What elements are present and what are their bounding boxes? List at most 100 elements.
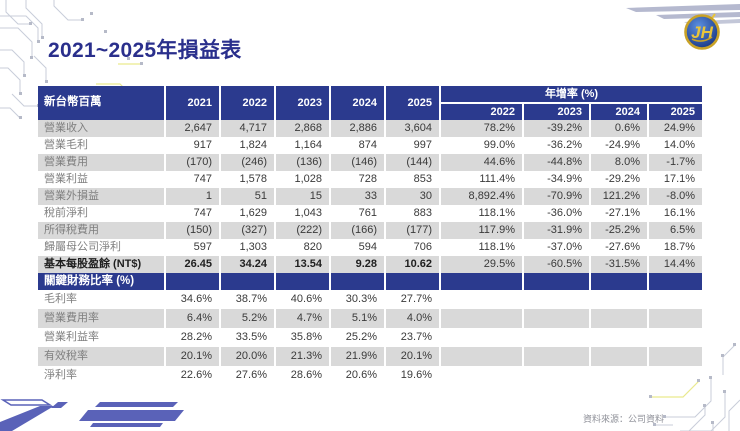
value-cell: (150)	[165, 222, 221, 239]
value-cell: 1,303	[220, 239, 276, 256]
yoy-cell: 14.0%	[648, 137, 703, 154]
row-label: 營業費用率	[38, 309, 166, 328]
table-row: 所得稅費用 (150) (327) (222) (166) (177) 117.9% -31.…	[38, 222, 703, 239]
value-cell: 20.0%	[220, 347, 276, 366]
value-cell: 34.24	[220, 256, 276, 273]
yoy-cell: 17.1%	[648, 171, 703, 188]
section-header-cell	[523, 273, 591, 290]
yoy-cell: 14.4%	[648, 256, 703, 273]
empty-cell	[590, 309, 649, 328]
row-label: 毛利率	[38, 290, 166, 309]
logo-text: JH	[691, 23, 713, 42]
value-cell: 20.1%	[385, 347, 441, 366]
section-header-cell	[220, 273, 276, 290]
value-cell: 874	[330, 137, 386, 154]
yoy-cell: 117.9%	[440, 222, 524, 239]
value-cell: 820	[275, 239, 331, 256]
table-row: 稅前淨利 747 1,629 1,043 761 883 118.1% -36.0% -27.1…	[38, 205, 703, 222]
value-cell: 997	[385, 137, 441, 154]
yoy-cell: 18.7%	[648, 239, 703, 256]
value-cell: (170)	[165, 154, 221, 171]
yoy-cell: 44.6%	[440, 154, 524, 171]
value-cell: 20.1%	[165, 347, 221, 366]
table-row: 營業費用率 6.4% 5.2% 4.7% 5.1% 4.0%	[38, 309, 703, 328]
yoy-cell: 78.2%	[440, 120, 524, 137]
yoy-cell: -37.0%	[523, 239, 591, 256]
yoy-year-header-2022: 2022	[440, 103, 524, 120]
yoy-year-header-2023: 2023	[523, 103, 591, 120]
value-cell: 28.2%	[165, 328, 221, 347]
value-cell: 10.62	[385, 256, 441, 273]
value-cell: (144)	[385, 154, 441, 171]
empty-cell	[440, 309, 524, 328]
swoosh-decoration-bottom-left	[0, 399, 184, 431]
row-label: 所得稅費用	[38, 222, 166, 239]
source-note: 資料來源：公司資料	[583, 414, 665, 424]
yoy-cell: -70.9%	[523, 188, 591, 205]
value-cell: 51	[220, 188, 276, 205]
empty-cell	[523, 309, 591, 328]
yoy-cell: 99.0%	[440, 137, 524, 154]
value-cell: 13.54	[275, 256, 331, 273]
empty-cell	[648, 366, 703, 385]
value-cell: 2,886	[330, 120, 386, 137]
table-row: 有效稅率 20.1% 20.0% 21.3% 21.9% 20.1%	[38, 347, 703, 366]
value-cell: 25.2%	[330, 328, 386, 347]
empty-cell	[648, 309, 703, 328]
table-row: 營業毛利 917 1,824 1,164 874 997 99.0% -36.2% -24.9%…	[38, 137, 703, 154]
value-cell: 27.6%	[220, 366, 276, 385]
row-label: 營業毛利	[38, 137, 166, 154]
value-cell: 21.9%	[330, 347, 386, 366]
value-cell: (177)	[385, 222, 441, 239]
empty-cell	[523, 366, 591, 385]
yoy-cell: 16.1%	[648, 205, 703, 222]
value-cell: 5.2%	[220, 309, 276, 328]
empty-cell	[440, 366, 524, 385]
row-label: 基本每股盈餘 (NT$)	[38, 256, 166, 273]
value-cell: 9.28	[330, 256, 386, 273]
yoy-cell: 29.5%	[440, 256, 524, 273]
value-cell: 853	[385, 171, 441, 188]
empty-cell	[590, 347, 649, 366]
yoy-cell: -31.9%	[523, 222, 591, 239]
empty-cell	[648, 290, 703, 309]
section-header-cell	[648, 273, 703, 290]
yoy-cell: -1.7%	[648, 154, 703, 171]
yoy-cell: -36.2%	[523, 137, 591, 154]
section-header-row: 關鍵財務比率 (%)	[38, 273, 703, 290]
year-header-2021: 2021	[165, 86, 221, 120]
value-cell: 1,028	[275, 171, 331, 188]
table-row: 營業利益 747 1,578 1,028 728 853 111.4% -34.9% -29.2…	[38, 171, 703, 188]
table-row: 基本每股盈餘 (NT$) 26.45 34.24 13.54 9.28 10.62 29.5…	[38, 256, 703, 273]
section-header-cell	[275, 273, 331, 290]
value-cell: 3,604	[385, 120, 441, 137]
empty-cell	[523, 347, 591, 366]
value-cell: (146)	[330, 154, 386, 171]
yoy-cell: -34.9%	[523, 171, 591, 188]
section-header-label: 關鍵財務比率 (%)	[38, 273, 166, 290]
empty-cell	[590, 366, 649, 385]
value-cell: 728	[330, 171, 386, 188]
row-label: 營業利益	[38, 171, 166, 188]
swoosh-decoration-top-right	[626, 4, 740, 25]
value-cell: 6.4%	[165, 309, 221, 328]
year-header-2022: 2022	[220, 86, 276, 120]
value-cell: 23.7%	[385, 328, 441, 347]
row-label: 營業費用	[38, 154, 166, 171]
yoy-cell: -27.6%	[590, 239, 649, 256]
value-cell: 34.6%	[165, 290, 221, 309]
value-cell: 1,629	[220, 205, 276, 222]
value-cell: 2,647	[165, 120, 221, 137]
value-cell: 747	[165, 205, 221, 222]
unit-header: 新台幣百萬	[38, 86, 166, 120]
value-cell: 38.7%	[220, 290, 276, 309]
yoy-cell: -36.0%	[523, 205, 591, 222]
yoy-cell: -25.2%	[590, 222, 649, 239]
value-cell: 1,824	[220, 137, 276, 154]
value-cell: 27.7%	[385, 290, 441, 309]
page-title: 2021~2025年損益表	[48, 39, 242, 62]
row-label: 有效稅率	[38, 347, 166, 366]
yoy-cell: -24.9%	[590, 137, 649, 154]
value-cell: 4,717	[220, 120, 276, 137]
